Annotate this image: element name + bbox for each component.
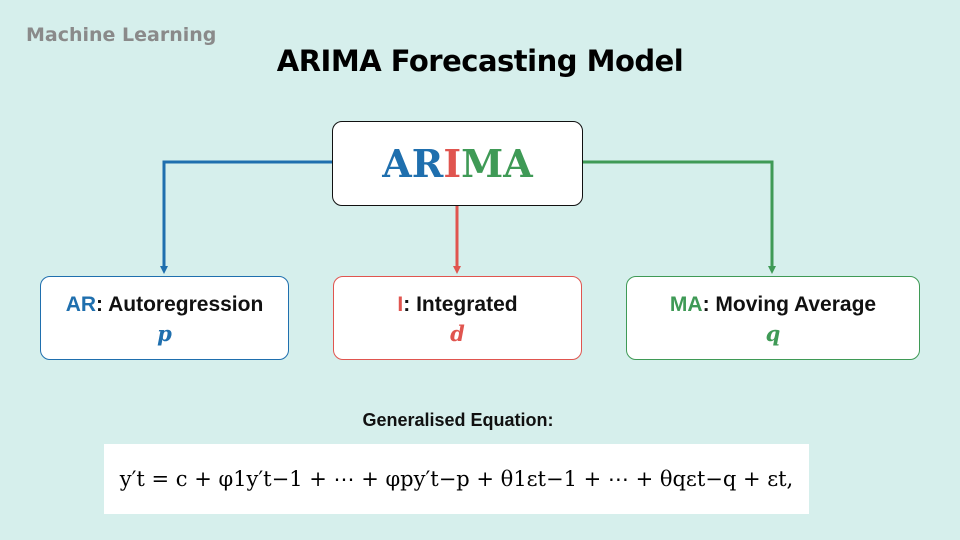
arrow-ar — [160, 160, 332, 274]
component-ma-abbr: MA — [669, 293, 703, 316]
arima-central-node: AR I MA — [332, 121, 583, 206]
component-ar-heading: AR: Autoregression — [41, 293, 288, 317]
component-i: I: Integrated d — [333, 276, 582, 360]
component-ma-name: : Moving Average — [702, 293, 877, 316]
page-title: ARIMA Forecasting Model — [276, 44, 684, 78]
central-part-i: I — [443, 141, 462, 186]
component-ar: AR: Autoregression p — [40, 276, 289, 360]
equation-formula: y′t = c + φ1y′t−1 + ⋯ + φpy′t−p + θ1εt−1… — [119, 467, 794, 491]
component-ma-heading: MA: Moving Average — [627, 293, 919, 317]
equation-box: y′t = c + φ1y′t−1 + ⋯ + φpy′t−p + θ1εt−1… — [104, 444, 809, 514]
component-ma: MA: Moving Average q — [626, 276, 920, 360]
component-i-heading: I: Integrated — [334, 293, 581, 317]
component-i-abbr: I — [397, 293, 404, 316]
component-ar-name: : Autoregression — [96, 293, 264, 316]
topic-label: Machine Learning — [26, 24, 217, 46]
equation-caption: Generalised Equation: — [362, 410, 554, 430]
central-part-ar: AR — [382, 141, 444, 186]
component-i-param: d — [450, 321, 465, 346]
arrow-ma — [582, 160, 776, 274]
component-i-name: : Integrated — [403, 293, 518, 316]
component-ar-param: p — [157, 321, 172, 346]
component-ma-param: q — [765, 321, 781, 346]
central-part-ma: MA — [461, 141, 533, 186]
component-ar-abbr: AR — [65, 293, 97, 316]
